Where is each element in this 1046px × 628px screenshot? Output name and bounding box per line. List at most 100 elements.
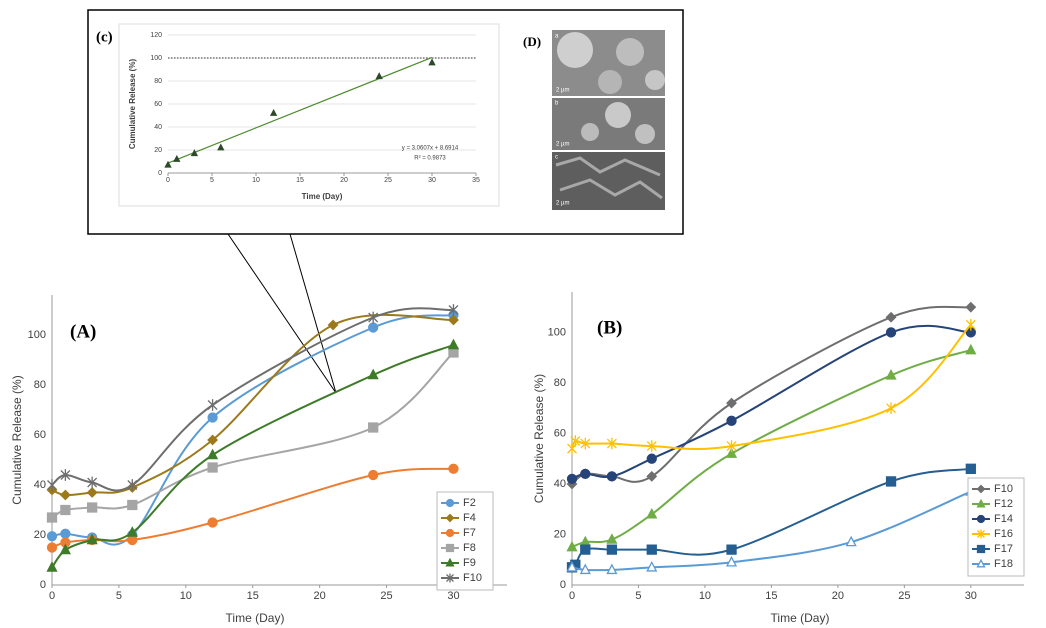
- legend-marker: [445, 498, 455, 508]
- marker: [646, 507, 658, 519]
- x-tick-label: 25: [380, 590, 392, 602]
- marker: [86, 487, 98, 498]
- marker: [646, 470, 658, 482]
- marker: [190, 149, 199, 157]
- marker: [566, 560, 578, 572]
- marker: [606, 563, 618, 575]
- marker: [886, 402, 897, 415]
- y-tick-label: 80: [554, 377, 566, 389]
- marker: [59, 543, 71, 555]
- marker: [726, 397, 737, 409]
- x-tick-label: 0: [569, 590, 575, 602]
- marker: [59, 489, 71, 501]
- y-tick-label: 0: [40, 579, 46, 591]
- marker: [86, 502, 98, 513]
- marker: [46, 531, 58, 542]
- annotation: y = 3.0607x + 8.6914: [402, 146, 459, 152]
- y-tick-label: 100: [150, 55, 162, 62]
- marker: [580, 468, 591, 479]
- x-axis-title: Time (Day): [302, 192, 343, 201]
- x-tick-label: 15: [247, 590, 259, 602]
- marker: [86, 533, 98, 545]
- sem-particle: [635, 124, 655, 144]
- marker: [606, 533, 618, 544]
- y-tick-label: 120: [150, 32, 162, 39]
- scale-bar-label: 2 µm: [556, 142, 569, 148]
- legend-box: [436, 491, 494, 591]
- marker: [448, 314, 459, 326]
- marker: [885, 311, 897, 323]
- scale-bar-label: 2 µm: [556, 201, 569, 207]
- sem-particle: [616, 38, 644, 66]
- sem-texture: [555, 156, 663, 200]
- marker: [127, 534, 138, 546]
- x-tick-label: 5: [116, 590, 122, 602]
- marker: [207, 517, 218, 528]
- marker: [726, 415, 737, 426]
- panel-label: (D): [523, 34, 541, 49]
- panel-label: (A): [70, 321, 96, 342]
- x-axis-title: Time (Day): [771, 611, 830, 625]
- x-tick-label: 35: [472, 177, 480, 184]
- tile-label: a: [555, 34, 559, 40]
- marker: [60, 528, 71, 539]
- marker: [60, 469, 71, 481]
- marker: [646, 453, 657, 464]
- marker: [375, 72, 383, 80]
- marker: [127, 499, 138, 511]
- y-tick-label: 80: [154, 78, 162, 85]
- x-tick-label: 20: [832, 590, 844, 602]
- panel-label: (c): [96, 29, 113, 45]
- y-axis-title: Cumulative Release (%): [532, 374, 546, 503]
- marker: [368, 322, 379, 333]
- y-tick-label: 60: [154, 101, 162, 108]
- y-tick-label: 40: [154, 124, 162, 131]
- marker: [448, 347, 459, 358]
- legend-marker: [977, 529, 985, 539]
- marker: [580, 437, 591, 450]
- x-axis-title: Time (Day): [226, 611, 285, 625]
- x-tick-label: 5: [210, 177, 214, 184]
- legend-label: F7: [463, 527, 476, 539]
- sem-particle: [605, 102, 631, 128]
- marker: [448, 304, 459, 316]
- marker: [127, 479, 138, 491]
- marker: [885, 369, 897, 380]
- marker: [46, 512, 58, 523]
- y-tick-label: 40: [554, 478, 566, 490]
- y-tick-label: 100: [548, 326, 566, 338]
- series-line: [571, 490, 972, 572]
- legend-label: F10: [994, 483, 1013, 495]
- y-tick-label: 0: [158, 170, 162, 177]
- marker: [606, 544, 618, 555]
- legend-marker: [446, 573, 454, 583]
- marker: [367, 368, 379, 380]
- marker: [217, 143, 225, 151]
- y-tick-label: 0: [560, 579, 566, 591]
- marker: [368, 422, 379, 433]
- marker: [606, 471, 618, 482]
- x-tick-label: 10: [252, 177, 260, 184]
- marker: [368, 469, 379, 481]
- y-axis-title: Cumulative Release (%): [128, 59, 137, 150]
- x-tick-label: 10: [180, 590, 192, 602]
- annotation: R² = 0.9873: [414, 156, 446, 162]
- legend-marker: [445, 543, 455, 553]
- marker: [646, 440, 657, 452]
- legend-marker: [976, 514, 986, 524]
- marker: [368, 311, 379, 324]
- legend-marker: [976, 558, 986, 568]
- x-tick-label: 0: [166, 177, 170, 184]
- marker: [570, 435, 581, 447]
- marker: [965, 318, 976, 331]
- sem-particle: [645, 70, 665, 90]
- x-tick-label: 5: [635, 590, 641, 602]
- scale-bar-label: 2 µm: [556, 88, 569, 94]
- sem-particle: [557, 32, 593, 68]
- marker: [173, 154, 181, 162]
- x-tick-label: 30: [428, 177, 436, 184]
- marker: [845, 535, 857, 547]
- legend-marker: [445, 557, 455, 567]
